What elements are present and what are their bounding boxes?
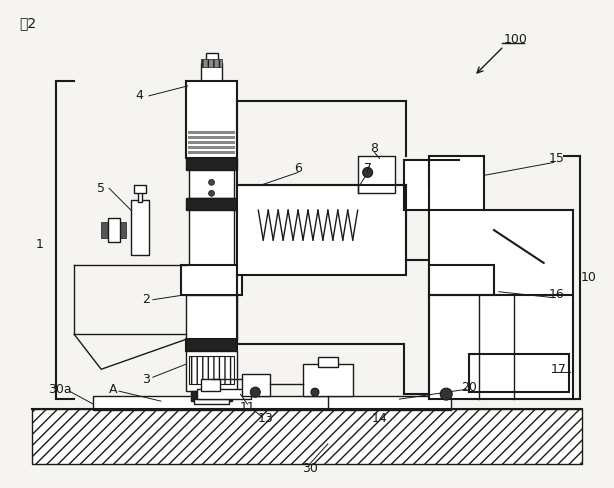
Bar bbox=[188, 170, 235, 198]
Bar bbox=[185, 295, 238, 340]
Text: A: A bbox=[109, 383, 117, 396]
Bar bbox=[188, 150, 235, 154]
Text: 11: 11 bbox=[239, 401, 255, 413]
Text: 16: 16 bbox=[549, 288, 564, 301]
Circle shape bbox=[209, 190, 214, 196]
Bar bbox=[238, 185, 406, 275]
Bar bbox=[243, 374, 270, 396]
Bar bbox=[429, 210, 573, 399]
Bar bbox=[181, 265, 243, 295]
Bar bbox=[429, 265, 494, 295]
Text: 13: 13 bbox=[257, 412, 273, 426]
Text: 4: 4 bbox=[135, 89, 143, 102]
Bar bbox=[188, 136, 235, 139]
Bar bbox=[185, 198, 238, 210]
Bar bbox=[405, 161, 459, 210]
Bar bbox=[108, 218, 120, 242]
Text: 20: 20 bbox=[461, 381, 477, 394]
Text: 30: 30 bbox=[302, 462, 318, 475]
Text: 14: 14 bbox=[371, 412, 387, 426]
Circle shape bbox=[363, 167, 373, 177]
Bar bbox=[191, 391, 233, 401]
Bar bbox=[188, 131, 235, 134]
Bar bbox=[131, 200, 149, 255]
Text: 15: 15 bbox=[549, 152, 564, 165]
Bar bbox=[196, 389, 251, 399]
Bar bbox=[188, 141, 235, 143]
Text: 8: 8 bbox=[371, 142, 379, 155]
Bar bbox=[185, 351, 238, 391]
Circle shape bbox=[251, 387, 260, 397]
Bar bbox=[429, 156, 484, 212]
Text: 17: 17 bbox=[551, 363, 567, 376]
Bar bbox=[201, 59, 222, 67]
Bar bbox=[188, 145, 235, 148]
Bar bbox=[201, 63, 222, 81]
Text: 囲2: 囲2 bbox=[20, 16, 37, 30]
Circle shape bbox=[209, 180, 214, 185]
Text: 5: 5 bbox=[97, 182, 105, 195]
Bar bbox=[134, 185, 146, 193]
Text: 30a: 30a bbox=[48, 383, 71, 396]
Circle shape bbox=[311, 388, 319, 396]
Bar bbox=[188, 210, 235, 265]
Bar bbox=[201, 379, 220, 391]
Text: 2: 2 bbox=[142, 293, 150, 306]
Text: 100: 100 bbox=[504, 33, 528, 46]
Text: 7: 7 bbox=[363, 162, 371, 175]
Bar bbox=[188, 356, 235, 384]
Bar bbox=[185, 81, 238, 159]
Bar bbox=[101, 222, 126, 238]
Bar bbox=[193, 399, 230, 404]
Bar bbox=[185, 159, 238, 170]
Text: 1: 1 bbox=[36, 239, 44, 251]
Bar bbox=[138, 190, 142, 202]
Bar bbox=[31, 409, 583, 464]
Bar bbox=[185, 340, 238, 351]
Bar bbox=[93, 396, 451, 410]
Bar bbox=[358, 156, 395, 193]
Circle shape bbox=[440, 388, 452, 400]
Bar bbox=[318, 357, 338, 367]
Bar bbox=[469, 354, 569, 392]
Bar bbox=[303, 365, 352, 396]
Bar bbox=[206, 53, 217, 65]
Text: 3: 3 bbox=[142, 373, 150, 386]
Text: 6: 6 bbox=[294, 162, 302, 175]
Text: 10: 10 bbox=[580, 271, 596, 285]
